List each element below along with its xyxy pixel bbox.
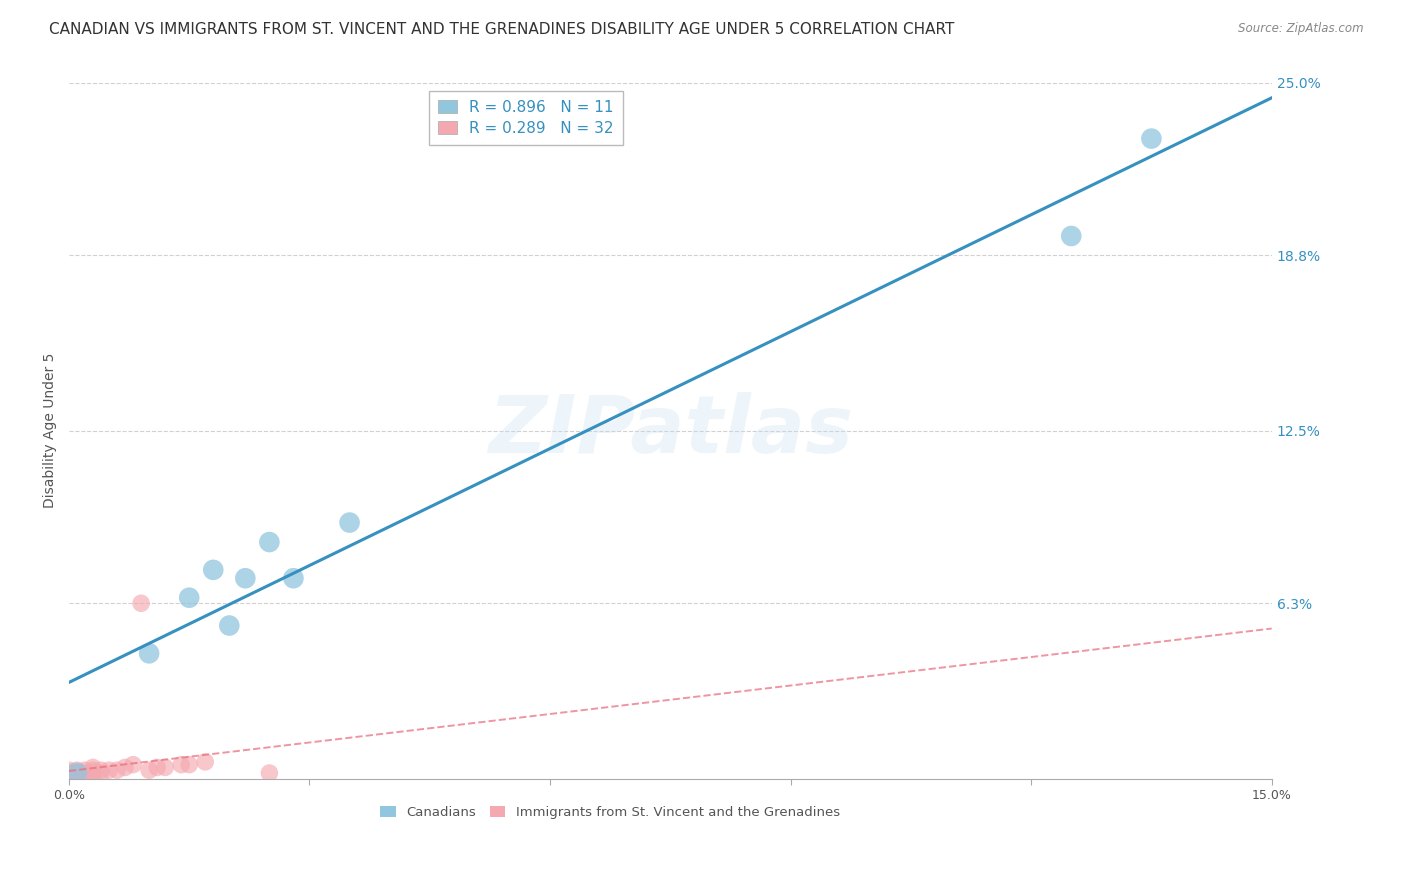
Legend: Canadians, Immigrants from St. Vincent and the Grenadines: Canadians, Immigrants from St. Vincent a… [375,801,845,824]
Point [58,772,80,786]
Point [58,769,80,783]
Point [66,766,89,780]
Point [58,766,80,780]
Point [58,763,80,777]
Text: CANADIAN VS IMMIGRANTS FROM ST. VINCENT AND THE GRENADINES DISABILITY AGE UNDER : CANADIAN VS IMMIGRANTS FROM ST. VINCENT … [49,22,955,37]
Point [170,757,193,772]
Point [129,596,152,610]
Point [179,591,201,605]
Point [114,760,136,774]
Point [218,618,240,632]
Point [58,772,80,786]
Point [73,766,96,780]
Point [82,763,104,777]
Y-axis label: Disability Age Under 5: Disability Age Under 5 [44,353,58,508]
Point [105,763,128,777]
Point [1140,131,1163,145]
Point [339,516,361,530]
Point [82,760,104,774]
Point [233,571,256,585]
Point [146,760,169,774]
Point [138,763,160,777]
Point [66,766,89,780]
Point [1060,229,1083,244]
Point [283,571,305,585]
Point [82,769,104,783]
Point [66,763,89,777]
Point [66,766,89,780]
Point [202,563,225,577]
Point [73,763,96,777]
Point [259,535,281,549]
Text: ZIPatlas: ZIPatlas [488,392,853,470]
Point [259,766,281,780]
Point [153,760,176,774]
Point [73,769,96,783]
Point [66,769,89,783]
Point [58,766,80,780]
Point [194,755,217,769]
Point [90,766,112,780]
Point [138,646,160,660]
Point [58,769,80,783]
Point [90,763,112,777]
Point [122,757,145,772]
Point [179,757,201,772]
Text: Source: ZipAtlas.com: Source: ZipAtlas.com [1239,22,1364,36]
Point [82,766,104,780]
Point [98,763,121,777]
